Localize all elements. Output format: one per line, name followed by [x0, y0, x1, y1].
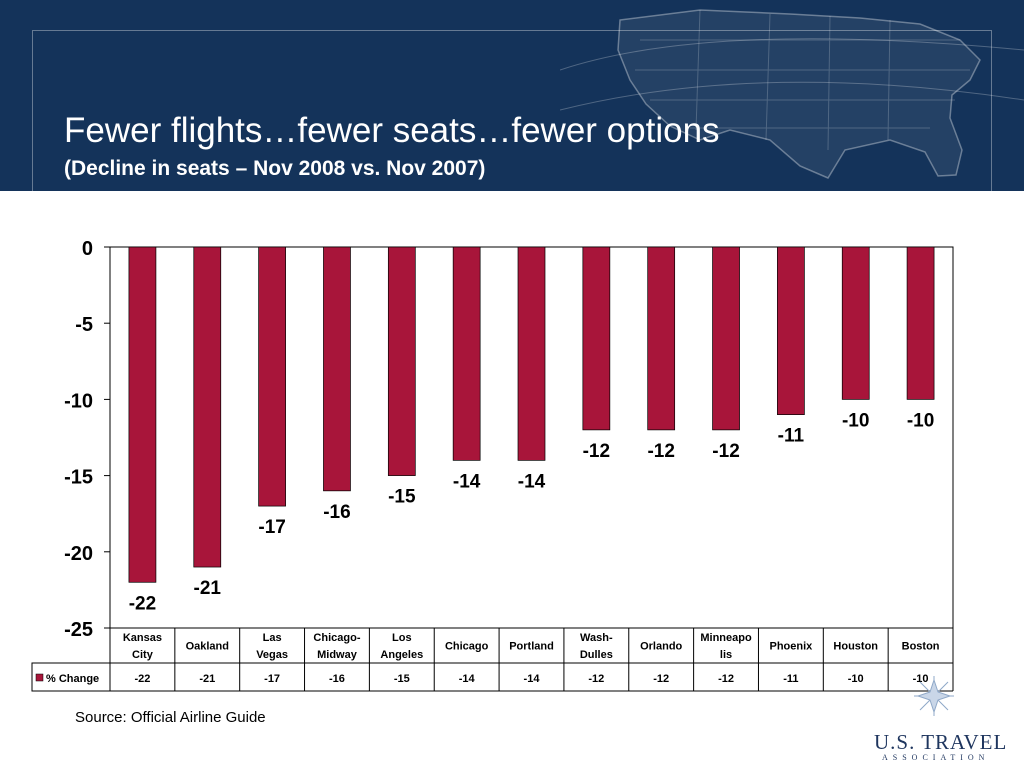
- y-tick-label: -20: [64, 543, 93, 565]
- table-value-cell: -21: [199, 673, 215, 685]
- slide-title: Fewer flights…fewer seats…fewer options: [64, 111, 720, 150]
- category-label: Wash-: [580, 632, 613, 644]
- bar-data-label: -14: [518, 471, 546, 492]
- category-label: Houston: [833, 641, 878, 653]
- category-label: Portland: [509, 641, 554, 653]
- bar: [517, 246, 546, 461]
- table-value-cell: -17: [264, 673, 280, 685]
- y-tick-label: -5: [75, 314, 93, 336]
- y-tick-label: -10: [64, 390, 93, 412]
- category-label: Angeles: [380, 649, 423, 661]
- bar-data-label: -22: [129, 593, 156, 614]
- slide-subtitle: (Decline in seats – Nov 2008 vs. Nov 200…: [64, 157, 486, 180]
- table-value-cell: -16: [329, 673, 345, 685]
- category-label: Oakland: [186, 641, 229, 653]
- source-note: Source: Official Airline Guide: [75, 709, 266, 726]
- bar: [258, 246, 286, 507]
- logo-subtext: ASSOCIATION: [882, 753, 990, 762]
- bar-data-label: -15: [388, 487, 416, 508]
- category-label: Phoenix: [769, 641, 813, 653]
- title-banner: Fewer flights…fewer seats…fewer options …: [0, 0, 1024, 191]
- table-value-cell: -14: [524, 673, 541, 685]
- legend-label: % Change: [46, 673, 99, 685]
- table-value-cell: -12: [588, 673, 604, 685]
- category-label: Orlando: [640, 641, 682, 653]
- logo-wordmark: U.S. TRAVEL: [874, 730, 1008, 754]
- category-label: Chicago-: [313, 632, 360, 644]
- table-value-cell: -10: [913, 673, 929, 685]
- table-value-cell: -10: [848, 673, 864, 685]
- legend-swatch: [35, 673, 44, 682]
- y-tick-label: -25: [64, 619, 93, 641]
- table-value-cell: -14: [459, 673, 476, 685]
- category-label: Las: [263, 632, 282, 644]
- bar: [906, 246, 935, 400]
- us-map-graphic: [560, 9, 1024, 179]
- category-label: City: [132, 649, 154, 661]
- category-label: lis: [720, 649, 732, 661]
- y-tick-label: 0: [82, 238, 93, 260]
- legend-cell: [31, 662, 111, 692]
- bar-data-label: -12: [712, 441, 739, 462]
- y-tick-label: -15: [64, 467, 93, 489]
- bar-data-label: -21: [194, 578, 222, 599]
- category-label: Chicago: [445, 641, 489, 653]
- category-label: Vegas: [256, 649, 288, 661]
- bar: [387, 246, 416, 476]
- travel-star-logo-icon: [914, 676, 954, 716]
- bar-data-label: -17: [258, 517, 285, 538]
- bar: [647, 246, 676, 431]
- category-label: Dulles: [580, 649, 613, 661]
- bar-data-label: -16: [323, 502, 350, 523]
- bar-data-label: -10: [842, 410, 869, 431]
- bar-data-label: -12: [583, 441, 610, 462]
- seat-decline-bar-chart: 0 -5 -10 -15 -20 -25 -22 -21 -17 -16 -15 -14 -14 -12 -…: [31, 238, 954, 692]
- bar: [582, 246, 611, 431]
- table-value-cell: -12: [718, 673, 734, 685]
- bar-data-label: -12: [647, 441, 674, 462]
- bar-data-label: -14: [453, 471, 481, 492]
- table-value-cell: -15: [394, 673, 410, 685]
- bar-data-label: -10: [907, 410, 934, 431]
- bar: [323, 246, 351, 492]
- category-label: Midway: [317, 649, 358, 661]
- category-label: Kansas: [123, 632, 162, 644]
- bar: [128, 246, 157, 583]
- header-frame: [32, 30, 992, 191]
- bar: [712, 246, 740, 431]
- bar: [841, 246, 870, 400]
- category-label: Boston: [902, 641, 940, 653]
- bar-data-label: -11: [778, 426, 805, 447]
- table-value-cell: -12: [653, 673, 669, 685]
- bar: [777, 246, 805, 415]
- category-label: Los: [392, 632, 412, 644]
- table-value-cell: -11: [783, 673, 798, 685]
- bar: [193, 246, 222, 568]
- bar: [452, 246, 481, 461]
- table-value-cell: -22: [134, 673, 150, 685]
- category-label: Minneapo: [700, 632, 752, 644]
